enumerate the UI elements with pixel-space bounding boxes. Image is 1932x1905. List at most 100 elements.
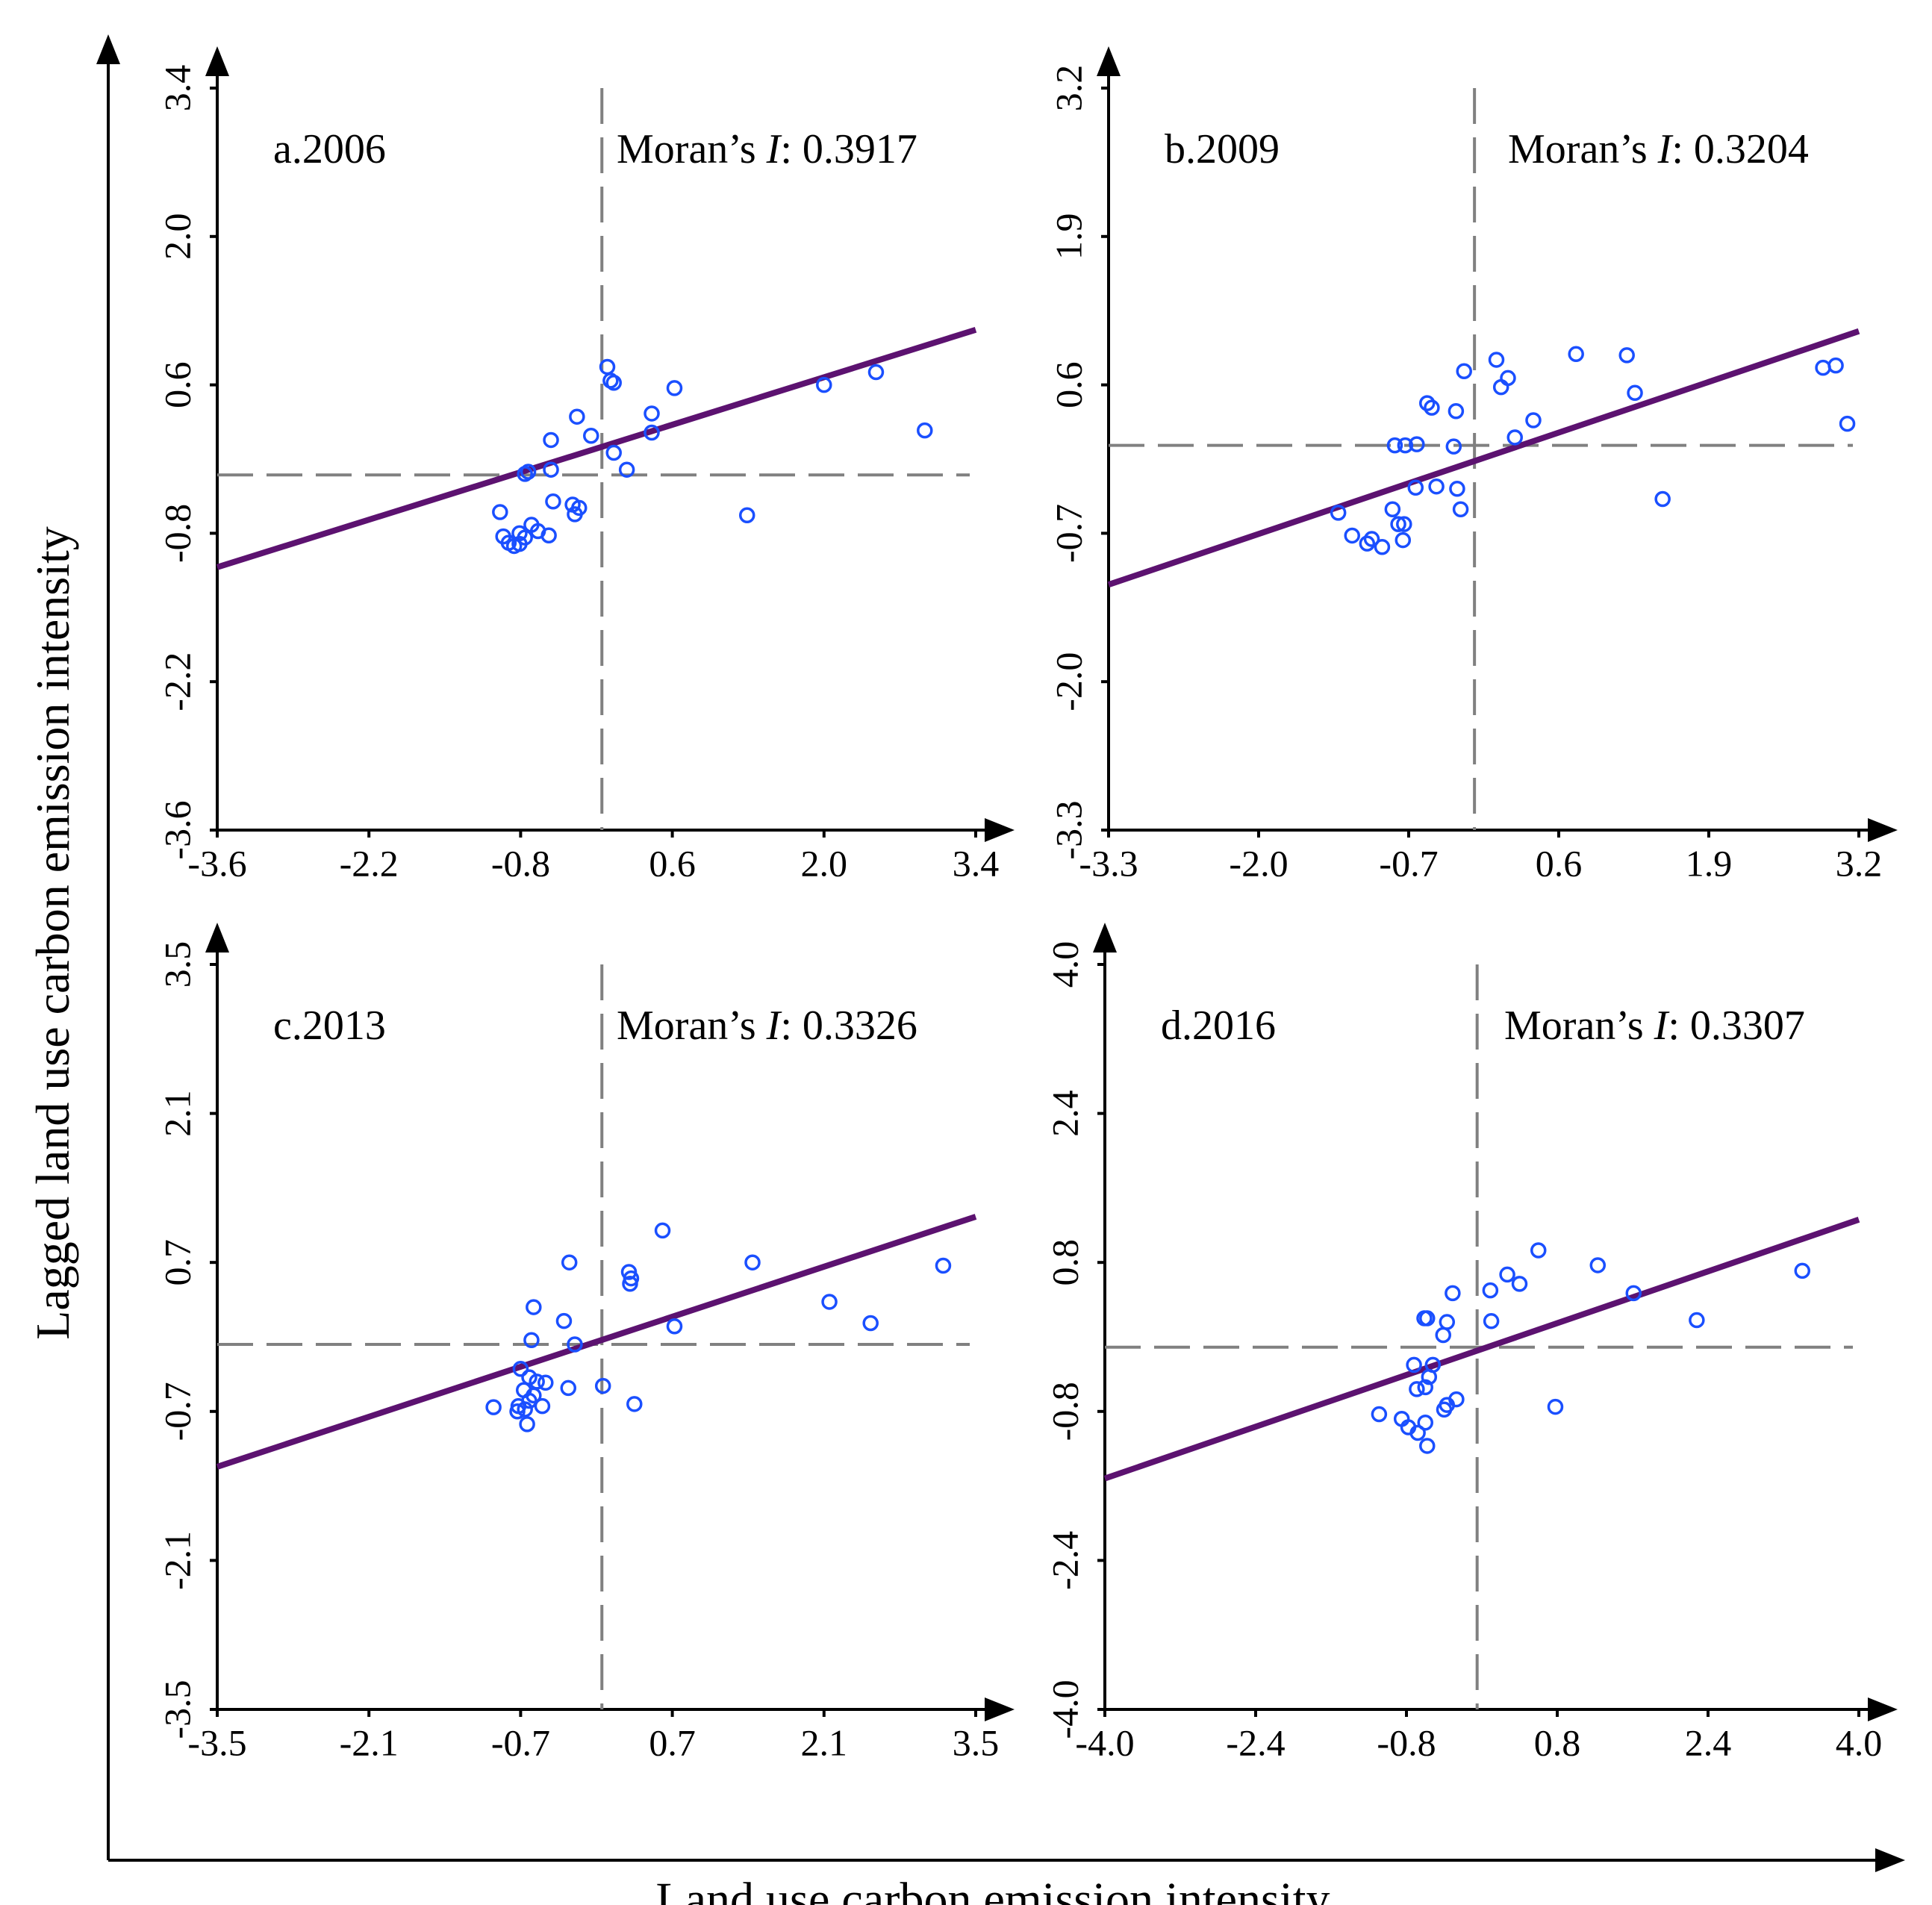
y-tick-label: 2.1 — [156, 1090, 198, 1137]
data-point — [738, 507, 755, 524]
data-point — [1419, 1438, 1436, 1454]
x-tick-label: -4.0 — [1075, 1721, 1134, 1763]
morans-italic-i: I — [766, 126, 782, 172]
data-point — [545, 493, 561, 510]
data-point — [1407, 479, 1424, 496]
data-point — [1525, 412, 1542, 428]
data-point — [1421, 1368, 1438, 1385]
data-point — [1418, 395, 1436, 411]
data-point — [517, 1401, 533, 1418]
data-point — [1654, 490, 1671, 508]
data-point — [1409, 1381, 1425, 1397]
morans-italic-i: I — [1654, 1003, 1670, 1049]
data-point — [1344, 527, 1360, 544]
data-point — [1456, 363, 1472, 379]
data-point — [618, 461, 635, 478]
data-point — [485, 1399, 502, 1415]
morans-value: : 0.3204 — [1671, 126, 1809, 172]
data-point — [567, 1336, 583, 1353]
data-point — [523, 1332, 540, 1349]
x-tick-label: -3.3 — [1079, 842, 1138, 884]
data-point — [622, 1275, 638, 1292]
morans-i-label: Moran’s I: 0.3307 — [1504, 1003, 1805, 1049]
data-point — [1547, 1398, 1564, 1415]
x-tick-label: 0.6 — [649, 842, 696, 884]
data-point — [1374, 539, 1391, 555]
x-tick-label: -0.8 — [1377, 1721, 1436, 1763]
data-point — [1506, 429, 1523, 446]
x-tick-label: 2.4 — [1685, 1721, 1732, 1763]
morans-value: : 0.3326 — [780, 1003, 917, 1049]
y-tick-label: -3.3 — [1047, 800, 1089, 859]
data-point — [1435, 1326, 1451, 1344]
y-tick-label: 3.5 — [156, 941, 198, 988]
data-point — [1445, 438, 1462, 455]
data-point — [1827, 357, 1844, 374]
data-point — [1424, 399, 1440, 416]
data-point — [1396, 516, 1412, 532]
x-tick-label: -2.0 — [1229, 842, 1288, 884]
x-tick-label: 0.7 — [649, 1721, 696, 1763]
data-point — [666, 380, 683, 396]
regression-line — [1103, 1217, 1860, 1482]
data-point — [605, 375, 622, 391]
data-point — [582, 428, 599, 444]
y-tick-label: 3.4 — [156, 65, 198, 112]
y-axis-title: Lagged land use carbon emission intensit… — [26, 526, 79, 1340]
data-point — [1384, 501, 1401, 518]
morans-prefix: Moran’s — [617, 126, 767, 172]
data-point — [816, 376, 832, 393]
data-point — [1371, 1406, 1388, 1423]
data-point — [1330, 505, 1347, 521]
data-point — [1417, 1415, 1433, 1431]
x-tick-label: -3.5 — [187, 1721, 246, 1763]
data-point — [1409, 1424, 1426, 1441]
data-point — [1625, 1285, 1642, 1302]
data-point — [605, 444, 622, 461]
data-point — [517, 466, 533, 482]
x-tick-label: -2.4 — [1226, 1721, 1285, 1763]
data-point — [1689, 1312, 1705, 1329]
data-point — [1839, 415, 1856, 432]
x-tick-label: 4.0 — [1836, 1721, 1883, 1763]
data-point — [744, 1254, 761, 1270]
morans-i-label: Moran’s I: 0.3326 — [617, 1003, 917, 1049]
data-point — [594, 1377, 611, 1394]
morans-prefix: Moran’s — [1508, 126, 1658, 172]
morans-i-label: Moran’s I: 0.3917 — [617, 126, 917, 172]
data-point — [1794, 1262, 1810, 1279]
data-point — [821, 1294, 838, 1310]
data-point — [862, 1315, 879, 1332]
data-point — [1452, 501, 1469, 518]
data-point — [1488, 352, 1505, 368]
data-point — [1439, 1314, 1456, 1330]
data-point — [534, 1397, 551, 1415]
x-tick-label: -0.7 — [491, 1721, 550, 1763]
data-point — [1449, 481, 1465, 497]
y-tick-label: -3.6 — [156, 800, 198, 859]
regression-line — [216, 1214, 977, 1470]
y-tick-label: 0.6 — [1047, 361, 1089, 408]
data-point — [1390, 516, 1406, 532]
data-point — [1363, 531, 1380, 547]
data-point — [867, 364, 885, 381]
panel-d.2016: -4.0 -2.4 -0.8 0.8 2.4 4.0 -4.0 -2.4 -0.8 0.8 2.4 4… — [1044, 923, 1898, 1763]
data-point — [1386, 437, 1403, 454]
data-point — [1483, 1313, 1500, 1329]
data-point — [1359, 535, 1376, 552]
y-tick-label: -0.8 — [156, 504, 198, 563]
y-tick-label: 0.7 — [156, 1239, 198, 1286]
y-tick-label: 1.9 — [1047, 213, 1089, 261]
data-point — [1568, 346, 1584, 363]
data-point — [1417, 1379, 1433, 1396]
data-point — [1815, 359, 1831, 376]
data-point — [492, 504, 508, 520]
panels: -3.6 -2.2 -0.8 0.6 2.0 3.4 -3.6 -2.2 -0.8 0.6 2.0 3… — [156, 46, 1898, 1763]
data-point — [1618, 347, 1635, 364]
data-point — [1499, 1266, 1515, 1283]
data-point — [509, 1403, 526, 1420]
data-point — [654, 1222, 671, 1239]
regression-line — [1107, 328, 1860, 588]
x-tick-label: 2.0 — [801, 842, 848, 884]
